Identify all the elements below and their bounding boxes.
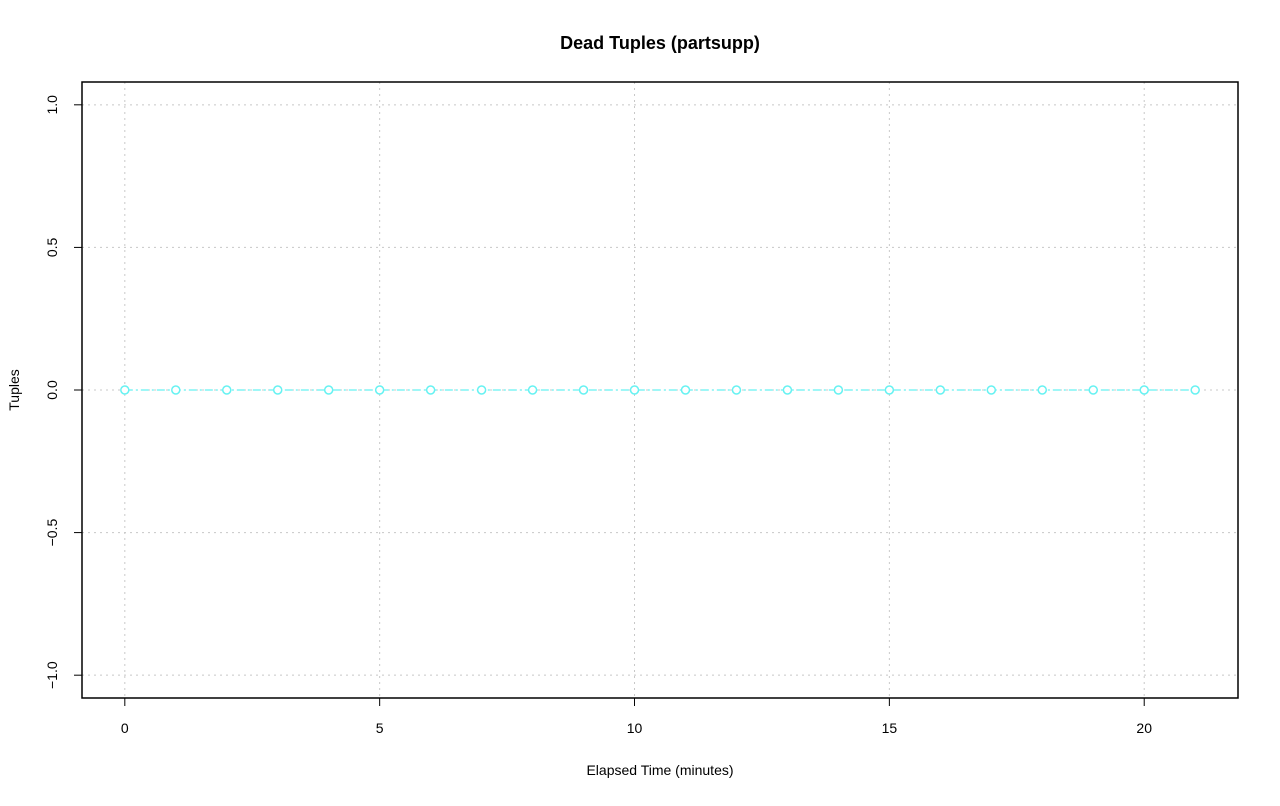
data-point <box>1088 385 1098 395</box>
data-point <box>731 385 742 395</box>
data-point <box>1037 385 1048 395</box>
data-point <box>1190 385 1200 395</box>
data-point <box>782 385 793 395</box>
x-axis-label: Elapsed Time (minutes) <box>586 762 733 778</box>
data-point <box>171 385 181 395</box>
y-tick-label: 0.0 <box>44 380 60 400</box>
data-point <box>1139 385 1149 395</box>
data-point <box>986 385 997 395</box>
y-axis-label: Tuples <box>6 369 22 411</box>
data-point <box>578 385 589 395</box>
data-point <box>120 385 130 395</box>
data-point <box>935 385 946 395</box>
data-point <box>629 385 640 395</box>
data-point <box>884 385 895 395</box>
y-tick-label: −1.0 <box>44 661 60 689</box>
x-tick-label: 5 <box>376 720 384 736</box>
data-point <box>527 385 538 395</box>
data-point <box>222 385 232 395</box>
data-point <box>425 385 436 395</box>
plot-frame <box>81 81 1239 699</box>
data-point <box>374 385 385 395</box>
x-tick-label: 15 <box>882 720 898 736</box>
x-tick-label: 10 <box>627 720 643 736</box>
data-point <box>476 385 487 395</box>
data-point <box>680 385 691 395</box>
y-tick-label: 1.0 <box>44 95 60 115</box>
y-tick-label: −0.5 <box>44 519 60 547</box>
chart-title: Dead Tuples (partsupp) <box>560 33 760 53</box>
data-point <box>272 385 283 395</box>
y-tick-label: 0.5 <box>44 237 60 257</box>
x-tick-label: 0 <box>121 720 129 736</box>
data-point <box>323 385 334 395</box>
x-tick-label: 20 <box>1136 720 1152 736</box>
data-point <box>833 385 844 395</box>
